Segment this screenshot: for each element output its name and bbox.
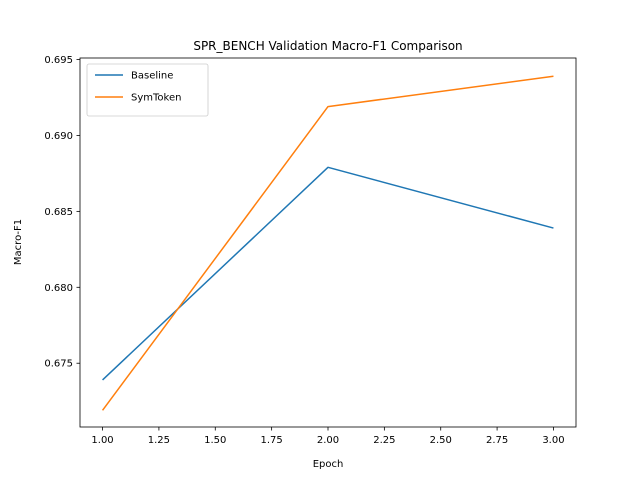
legend-box: [86, 63, 209, 117]
x-tick-label: 2.00: [317, 435, 339, 446]
y-tick-label: 0.695: [44, 55, 73, 66]
x-axis: 1.00 1.25 1.50 1.75 2.00 2.25 2.50 2.75 3.00: [91, 427, 565, 446]
x-tick-label: 3.00: [542, 435, 564, 446]
x-tick-label: 1.00: [91, 435, 113, 446]
x-axis-label: Epoch: [313, 459, 344, 470]
x-tick-label: 1.25: [148, 435, 170, 446]
x-tick-label: 2.50: [430, 435, 452, 446]
y-tick-label: 0.680: [44, 283, 73, 294]
legend-label-symtoken: SymToken: [131, 93, 181, 104]
series-line-symtoken: [101, 75, 554, 411]
legend-label-baseline: Baseline: [131, 71, 173, 82]
series-layer: [101, 75, 554, 411]
legend: Baseline SymToken: [86, 63, 209, 117]
y-axis-label: Macro-F1: [13, 219, 24, 265]
x-tick-label: 1.50: [204, 435, 226, 446]
series-line-baseline: [102, 166, 554, 381]
y-tick-label: 0.690: [44, 131, 73, 142]
x-tick-label: 2.75: [486, 435, 508, 446]
y-axis: 0.675 0.680 0.685 0.690 0.695: [44, 55, 80, 370]
chart-title: SPR_BENCH Validation Macro-F1 Comparison: [193, 39, 462, 53]
x-tick-label: 1.75: [261, 435, 283, 446]
y-tick-label: 0.685: [44, 207, 73, 218]
y-tick-label: 0.675: [44, 359, 73, 370]
x-tick-label: 2.25: [373, 435, 395, 446]
